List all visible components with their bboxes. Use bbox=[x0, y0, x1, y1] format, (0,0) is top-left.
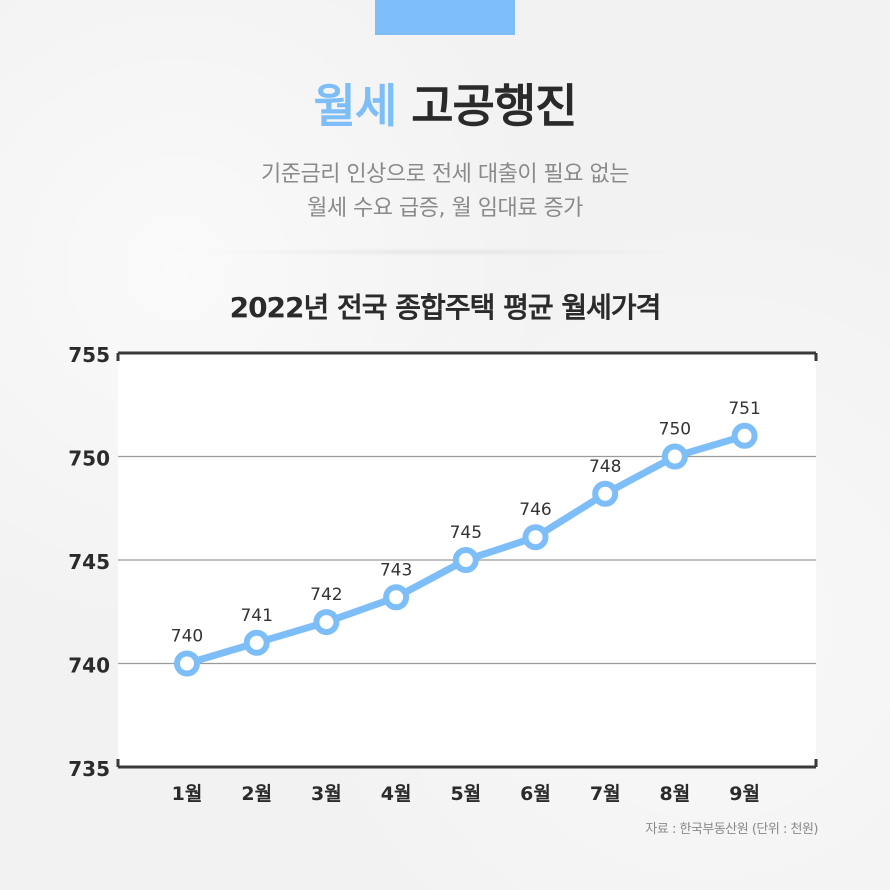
x-tick-label: 2월 bbox=[241, 783, 272, 805]
data-point bbox=[731, 422, 758, 449]
data-point bbox=[661, 443, 688, 470]
x-tick-label: 8월 bbox=[660, 783, 691, 805]
data-label: 750 bbox=[659, 420, 691, 440]
data-label: 746 bbox=[519, 500, 551, 520]
y-tick-label: 745 bbox=[68, 550, 110, 574]
data-label: 741 bbox=[240, 606, 272, 626]
x-tick-label: 6월 bbox=[520, 783, 551, 805]
y-tick-label: 740 bbox=[68, 654, 110, 678]
headline-accent: 월세 bbox=[313, 79, 398, 133]
data-point bbox=[592, 480, 619, 507]
data-point bbox=[522, 524, 549, 551]
x-tick-label: 9월 bbox=[729, 783, 760, 805]
data-label: 751 bbox=[728, 399, 760, 419]
divider bbox=[195, 248, 695, 256]
data-point bbox=[174, 650, 200, 677]
x-tick-label: 3월 bbox=[311, 783, 342, 805]
data-point bbox=[313, 609, 340, 636]
y-tick-label: 755 bbox=[68, 343, 110, 367]
data-point bbox=[452, 547, 479, 573]
subtitle-line-2: 월세 수요 급증, 월 임대료 증가 bbox=[307, 196, 583, 221]
y-tick-label: 750 bbox=[68, 447, 110, 471]
headline-rest: 고공행진 bbox=[411, 79, 577, 133]
subtitle-line-1: 기준금리 인상으로 전세 대출이 필요 없는 bbox=[260, 162, 630, 187]
data-point bbox=[383, 584, 410, 611]
x-tick-label: 5월 bbox=[450, 783, 481, 805]
data-label: 740 bbox=[171, 627, 203, 647]
source-note: 자료 : 한국부동산원 (단위 : 천원) bbox=[645, 822, 818, 837]
data-label: 743 bbox=[380, 560, 412, 580]
y-tick-label: 735 bbox=[68, 757, 110, 781]
data-label: 748 bbox=[589, 457, 621, 477]
data-label: 742 bbox=[310, 585, 342, 605]
x-tick-label: 4월 bbox=[381, 783, 412, 805]
x-tick-label: 1월 bbox=[172, 783, 203, 805]
chart-title: 2022년 전국 종합주택 평균 월세가격 bbox=[229, 291, 662, 324]
subtitle: 기준금리 인상으로 전세 대출이 필요 없는 월세 수요 급증, 월 임대료 증… bbox=[0, 158, 890, 226]
top-accent-tab bbox=[375, 0, 515, 35]
x-tick-label: 7월 bbox=[590, 783, 621, 805]
data-label: 745 bbox=[450, 523, 482, 543]
headline: 월세 고공행진 bbox=[0, 76, 890, 136]
data-point bbox=[243, 629, 270, 656]
